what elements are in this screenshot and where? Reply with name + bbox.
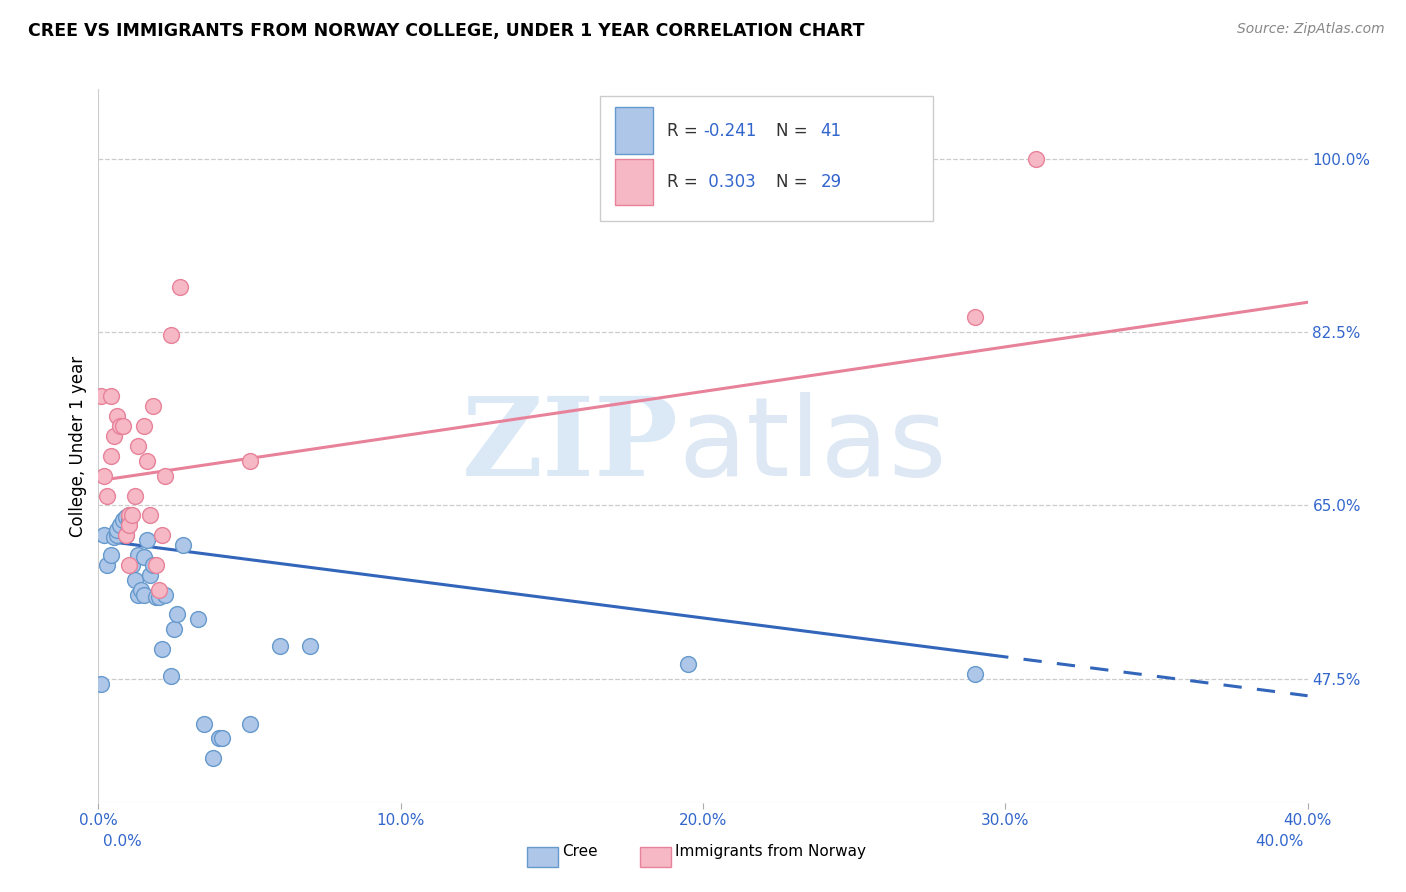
Point xyxy=(139,508,162,523)
Point xyxy=(90,389,112,403)
Point xyxy=(160,328,183,343)
Point xyxy=(100,389,122,403)
Point xyxy=(193,716,215,731)
Text: -0.241: -0.241 xyxy=(703,121,756,139)
Point xyxy=(105,523,128,537)
Point xyxy=(145,558,167,572)
Point xyxy=(111,513,134,527)
Point xyxy=(135,533,157,548)
Text: 29: 29 xyxy=(820,173,841,191)
Text: CREE VS IMMIGRANTS FROM NORWAY COLLEGE, UNDER 1 YEAR CORRELATION CHART: CREE VS IMMIGRANTS FROM NORWAY COLLEGE, … xyxy=(28,22,865,40)
Point xyxy=(211,731,233,746)
Point xyxy=(163,623,186,637)
Point xyxy=(105,528,128,542)
Point xyxy=(299,639,322,653)
Point xyxy=(124,573,146,587)
Text: Source: ZipAtlas.com: Source: ZipAtlas.com xyxy=(1237,22,1385,37)
Point xyxy=(202,751,225,765)
Point xyxy=(127,588,149,602)
Point xyxy=(1024,152,1046,166)
Point xyxy=(239,454,262,468)
Text: atlas: atlas xyxy=(679,392,948,500)
Point xyxy=(96,489,118,503)
Text: 41: 41 xyxy=(820,121,841,139)
Point xyxy=(105,409,128,424)
Point xyxy=(135,454,157,468)
Point xyxy=(132,549,155,564)
Point xyxy=(187,612,209,626)
Point xyxy=(676,657,699,671)
Text: R =: R = xyxy=(666,173,703,191)
Point xyxy=(96,558,118,572)
Point xyxy=(114,510,136,524)
Point xyxy=(111,419,134,434)
Point xyxy=(124,489,146,503)
Point xyxy=(139,567,162,582)
Point xyxy=(108,518,131,533)
Point xyxy=(100,449,122,463)
Point xyxy=(127,548,149,562)
Point xyxy=(93,528,115,542)
Point xyxy=(103,429,125,443)
Text: N =: N = xyxy=(776,173,813,191)
Text: Immigrants from Norway: Immigrants from Norway xyxy=(675,845,866,859)
Point xyxy=(121,508,143,523)
Point xyxy=(118,518,141,533)
Text: ZIP: ZIP xyxy=(463,392,679,500)
Point xyxy=(132,588,155,602)
Point xyxy=(129,582,152,597)
Point xyxy=(132,419,155,434)
Point xyxy=(166,607,188,622)
Point xyxy=(108,419,131,434)
Text: Cree: Cree xyxy=(562,845,598,859)
Point xyxy=(150,642,173,657)
Point xyxy=(121,558,143,572)
Bar xyxy=(600,96,932,221)
Point xyxy=(118,508,141,523)
Point xyxy=(118,513,141,527)
Point xyxy=(269,639,291,653)
Point xyxy=(208,731,231,746)
Point xyxy=(103,530,125,544)
Point xyxy=(118,558,141,572)
Point xyxy=(114,528,136,542)
Text: R =: R = xyxy=(666,121,703,139)
Point xyxy=(142,400,165,414)
Point xyxy=(127,439,149,453)
Text: 40.0%: 40.0% xyxy=(1256,834,1303,849)
Point xyxy=(148,590,170,604)
Bar xyxy=(614,107,654,153)
Point xyxy=(114,528,136,542)
Y-axis label: College, Under 1 year: College, Under 1 year xyxy=(69,355,87,537)
Point xyxy=(965,667,987,681)
Point xyxy=(172,538,194,552)
Point xyxy=(169,280,191,294)
Point xyxy=(90,677,112,691)
Point xyxy=(153,588,176,602)
Point xyxy=(148,582,170,597)
Point xyxy=(160,669,183,683)
Text: N =: N = xyxy=(776,121,813,139)
Point xyxy=(142,558,165,572)
Bar xyxy=(614,159,654,205)
Text: 0.0%: 0.0% xyxy=(103,834,142,849)
Point xyxy=(153,468,176,483)
Point xyxy=(118,508,141,523)
Point xyxy=(100,548,122,562)
Text: 0.303: 0.303 xyxy=(703,173,756,191)
Point xyxy=(239,716,262,731)
Point xyxy=(965,310,987,325)
Point xyxy=(150,528,173,542)
Point xyxy=(145,590,167,604)
Point xyxy=(93,468,115,483)
